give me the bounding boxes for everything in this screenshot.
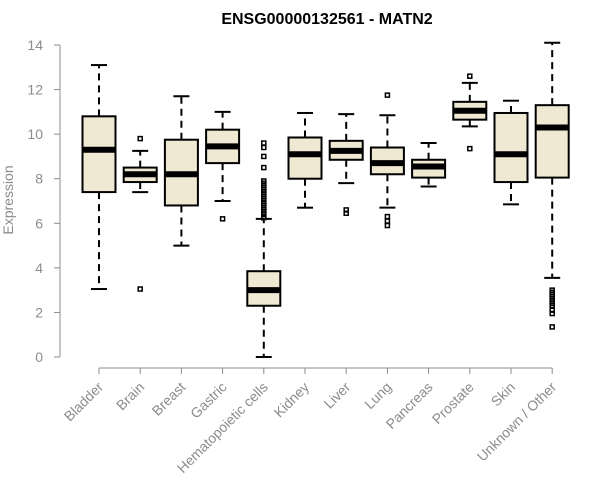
box-iqr bbox=[287, 136, 323, 180]
y-tick-label: 12 bbox=[27, 82, 43, 98]
outlier-point bbox=[261, 140, 267, 146]
box-iqr bbox=[534, 104, 570, 179]
x-tick-label: Liver bbox=[321, 379, 354, 412]
outlier-point bbox=[261, 144, 267, 151]
y-tick-label: 6 bbox=[35, 215, 43, 231]
box-brain bbox=[122, 135, 158, 292]
outlier-point bbox=[261, 214, 267, 221]
plot-area bbox=[81, 41, 570, 358]
x-tick-label: Skin bbox=[488, 379, 519, 410]
y-axis-title: Expression bbox=[0, 165, 16, 234]
box-breast bbox=[163, 95, 199, 247]
y-tick-label: 4 bbox=[35, 260, 43, 276]
outlier-point bbox=[384, 222, 391, 229]
outlier-point bbox=[137, 286, 143, 292]
outlier-point bbox=[384, 92, 391, 98]
box-gastric bbox=[205, 110, 241, 222]
y-tick-label: 8 bbox=[35, 171, 43, 187]
box-unknown-other bbox=[534, 41, 570, 330]
box-iqr bbox=[81, 115, 117, 194]
x-tick-label: Breast bbox=[149, 379, 189, 419]
y-tick-label: 10 bbox=[27, 126, 43, 142]
box-prostate bbox=[452, 73, 488, 152]
y-tick-label: 2 bbox=[35, 304, 43, 320]
x-tick-label: Kidney bbox=[271, 379, 313, 421]
box-pancreas bbox=[411, 142, 447, 188]
outlier-point bbox=[219, 216, 226, 222]
outlier-point bbox=[549, 310, 555, 317]
outlier-point bbox=[467, 145, 473, 152]
box-iqr bbox=[493, 111, 529, 184]
outlier-point bbox=[343, 210, 349, 217]
x-tick-label: Brain bbox=[113, 379, 147, 413]
x-tick-label: Lung bbox=[361, 379, 394, 412]
y-tick-label: 14 bbox=[27, 37, 43, 53]
box-lung bbox=[369, 92, 405, 229]
outlier-point bbox=[261, 153, 267, 160]
box-bladder bbox=[81, 64, 117, 291]
box-kidney bbox=[287, 111, 323, 209]
y-axis: 0 2 4 6 8 10 12 14 bbox=[27, 37, 61, 365]
x-tick-label: Bladder bbox=[61, 379, 107, 425]
box-liver bbox=[328, 113, 364, 217]
chart-title: ENSG00000132561 - MATN2 bbox=[221, 11, 432, 28]
outlier-point bbox=[261, 164, 267, 171]
box-skin bbox=[493, 99, 529, 206]
outlier-point bbox=[467, 73, 473, 79]
outlier-point bbox=[549, 324, 555, 330]
outlier-point bbox=[384, 218, 391, 224]
y-tick-label: 0 bbox=[35, 349, 43, 365]
box-hematopoietic-cells bbox=[246, 140, 282, 358]
x-tick-label: Prostate bbox=[429, 379, 477, 427]
outlier-point bbox=[137, 135, 143, 142]
outlier-point bbox=[384, 213, 391, 220]
